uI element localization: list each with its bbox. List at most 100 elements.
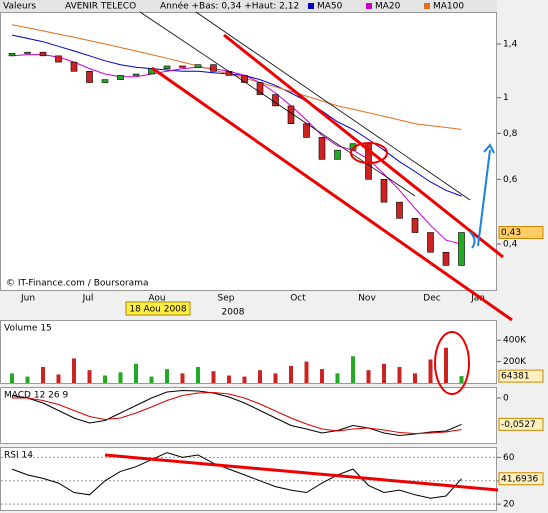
candle (334, 149, 341, 160)
moving-average (11, 24, 462, 130)
candle (132, 73, 140, 76)
candle (86, 71, 93, 83)
legend-label: MA50 (317, 2, 343, 12)
volume-bar (242, 376, 247, 383)
volume-bar (180, 373, 185, 383)
volume-bar (25, 376, 30, 383)
rsi-trend-line (104, 453, 499, 492)
volume-bar (382, 363, 386, 383)
legend-swatch (308, 3, 314, 9)
x-tick-label: Nov (358, 294, 376, 304)
y-tick-label: 0,8 (503, 129, 518, 139)
volume-bar (351, 356, 355, 383)
volume-bar (87, 370, 92, 383)
y-tick-label: 0,4 (503, 240, 518, 250)
candle (458, 232, 465, 266)
volume-bar (56, 374, 61, 383)
y-tick-label: 200K (503, 357, 527, 367)
candle (117, 75, 124, 80)
volume-bar (428, 359, 433, 383)
arrow-curve (469, 231, 476, 249)
trend-line-lower (151, 66, 513, 322)
year-range: Année +Bas: 0,34 +Haut: 2,12 (160, 1, 299, 12)
trend-line-thin (195, 11, 471, 201)
x-tick-label: Dec (423, 294, 440, 304)
date-label: 18 Aou 2008 (129, 305, 187, 315)
last-value-label: 41,6936 (501, 474, 538, 484)
candle (70, 61, 78, 72)
volume-bar (196, 366, 200, 383)
volume-bar (149, 376, 154, 383)
candle (39, 51, 47, 57)
legend-swatch (366, 3, 372, 9)
volume-bar (320, 369, 324, 383)
candle (55, 55, 62, 63)
stock-name: AVENIR TELECO (65, 2, 136, 12)
candle (380, 179, 388, 203)
y-tick-label: 0 (503, 394, 509, 404)
panel-title: RSI 14 (4, 451, 33, 461)
candle (411, 218, 419, 233)
volume-bar (10, 373, 14, 383)
volume-bar (134, 363, 138, 383)
volume-bar (289, 365, 293, 383)
y-tick-label: 1 (503, 93, 509, 103)
candle (256, 82, 264, 95)
header-bar (0, 0, 497, 12)
panel-title: MACD 12 26 9 (4, 391, 68, 401)
legend-label: MA20 (375, 2, 401, 12)
candle (396, 201, 403, 219)
last-value-box (498, 417, 544, 431)
volume-bar (103, 375, 107, 383)
volume-panel (0, 320, 497, 384)
candle (442, 251, 450, 266)
y-tick-label: 20 (503, 500, 515, 510)
candle (24, 51, 31, 54)
trend-line-upper (223, 33, 504, 259)
trend-line-thin (139, 11, 416, 197)
last-value-label: 0,43 (501, 228, 521, 238)
volume-bar (165, 369, 169, 383)
volume-bar (273, 373, 278, 383)
candle (303, 123, 310, 138)
highlight-ellipse (350, 142, 388, 164)
x-tick-label: Jul (82, 294, 94, 304)
source: © IT-Finance.com / Boursorama (6, 279, 148, 289)
candle (241, 75, 248, 83)
volume-bar (366, 370, 371, 383)
legend-swatch (424, 3, 430, 9)
price-panel (0, 12, 497, 291)
indicator-line (11, 452, 462, 499)
volume-bar (335, 373, 340, 383)
volume-bar (459, 376, 464, 383)
date-box (125, 301, 191, 316)
volume-bar (444, 347, 448, 383)
volume-bar (413, 373, 417, 383)
volume-bar (258, 370, 262, 383)
volume-bar (118, 372, 123, 383)
x-tick-label: Jun (20, 294, 35, 304)
volume-bar (227, 375, 231, 383)
last-value-label: -0,0527 (501, 420, 536, 430)
volume-bar (72, 358, 76, 383)
header-label: Valeurs (3, 2, 36, 12)
x-tick-label: Oct (290, 294, 306, 304)
candle (194, 64, 202, 68)
y-tick-label: 400K (503, 336, 527, 346)
last-value-box (498, 226, 544, 240)
volume-bar (41, 366, 45, 383)
y-tick-label: 0,6 (503, 175, 518, 185)
y-tick-label: 60 (503, 453, 515, 463)
year-label: 2008 (222, 308, 245, 318)
volume-bar (211, 371, 216, 383)
x-tick-label: Jan (470, 294, 485, 304)
candle (101, 79, 109, 83)
x-tick-label: Sep (218, 294, 235, 304)
candle (210, 64, 217, 72)
last-value-box (498, 472, 544, 486)
indicator-line (11, 389, 462, 437)
annotations (104, 11, 513, 492)
candle (427, 232, 434, 253)
